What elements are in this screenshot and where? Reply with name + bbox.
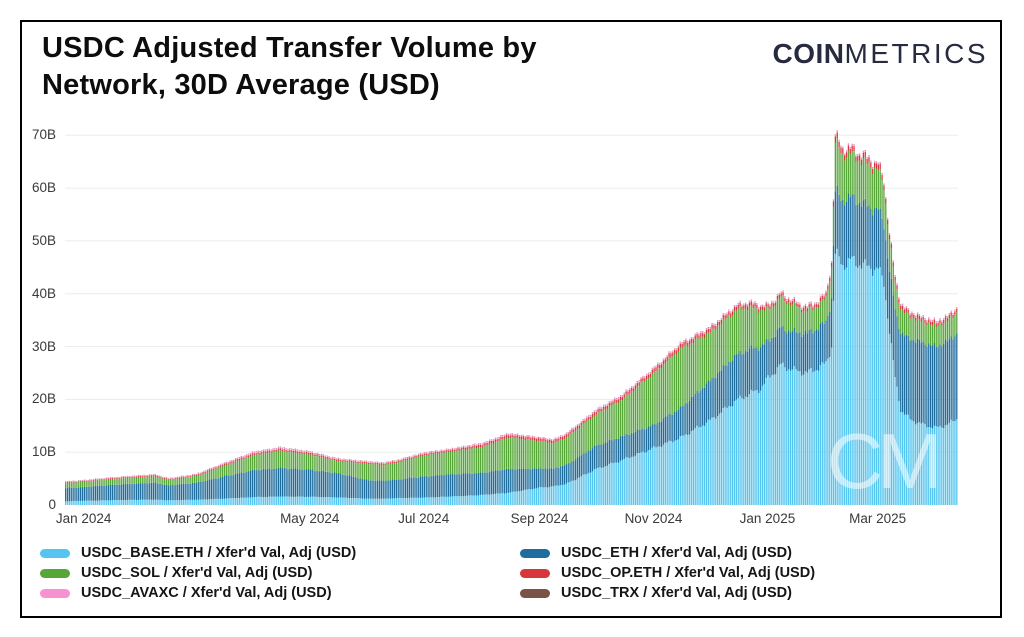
legend-label-avaxc: USDC_AVAXC / Xfer'd Val, Adj (USD): [81, 585, 332, 601]
legend-swatch-base: [40, 548, 70, 558]
legend-label-trx: USDC_TRX / Xfer'd Val, Adj (USD): [561, 585, 792, 601]
legend-item-base[interactable]: USDC_BASE.ETH / Xfer'd Val, Adj (USD): [40, 543, 356, 563]
chart-title-line2: Network, 30D Average (USD): [42, 69, 440, 101]
y-axis-label: 0: [48, 497, 56, 512]
x-axis-label: Jan 2025: [739, 511, 796, 526]
legend-column: USDC_ETH / Xfer'd Val, Adj (USD) USDC_OP.…: [520, 543, 815, 603]
coinmetrics-logo-metrics: METRICS: [844, 38, 988, 69]
x-axis-label: Mar 2025: [849, 511, 907, 526]
y-axis-label: 50B: [31, 232, 56, 248]
legend-item-avaxc[interactable]: USDC_AVAXC / Xfer'd Val, Adj (USD): [40, 583, 356, 603]
y-axis-label: 20B: [31, 391, 56, 407]
y-axis-label: 30B: [31, 338, 56, 354]
legend-swatch-trx: [520, 588, 550, 598]
legend-swatch-op: [520, 568, 550, 578]
legend-label-op: USDC_OP.ETH / Xfer'd Val, Adj (USD): [561, 565, 816, 581]
chart-title-line1: USDC Adjusted Transfer Volume by: [42, 32, 537, 64]
legend-label-sol: USDC_SOL / Xfer'd Val, Adj (USD): [81, 565, 313, 581]
legend-item-sol[interactable]: USDC_SOL / Xfer'd Val, Adj (USD): [40, 563, 356, 583]
chart-frame-border: [20, 20, 1002, 618]
x-axis-label: Jul 2024: [398, 511, 450, 526]
legend-label-eth: USDC_ETH / Xfer'd Val, Adj (USD): [561, 545, 792, 561]
x-axis-label: Jan 2024: [55, 511, 112, 526]
y-axis-label: 60B: [31, 180, 56, 196]
legend-swatch-avaxc: [40, 588, 70, 598]
legend-label-base: USDC_BASE.ETH / Xfer'd Val, Adj (USD): [81, 545, 357, 561]
x-axis-label: Sep 2024: [510, 511, 569, 526]
x-axis-label: Mar 2024: [167, 511, 225, 526]
legend-swatch-sol: [40, 568, 70, 578]
y-axis-label: 70B: [31, 127, 56, 143]
stacked-bar-plot-area[interactable]: CM: [65, 130, 958, 505]
legend-column: USDC_BASE.ETH / Xfer'd Val, Adj (USD) USD…: [40, 543, 356, 603]
coinmetrics-logo: COINMETRICS: [773, 38, 989, 70]
y-axis-label: 10B: [31, 444, 56, 460]
series-bars-sol: [65, 137, 958, 489]
x-axis-label: Nov 2024: [624, 511, 683, 526]
coinmetrics-logo-coin: COIN: [772, 38, 845, 69]
x-axis-label: May 2024: [280, 511, 340, 526]
legend-swatch-eth: [520, 548, 550, 558]
chart-title: USDC Adjusted Transfer Volume by Network…: [42, 30, 662, 104]
series-bars-base: [65, 248, 958, 505]
series-bars-eth: [65, 185, 958, 502]
cm-watermark: CM: [827, 417, 936, 505]
y-axis-label: 40B: [31, 285, 56, 301]
legend-item-trx[interactable]: USDC_TRX / Xfer'd Val, Adj (USD): [520, 583, 815, 603]
legend-item-eth[interactable]: USDC_ETH / Xfer'd Val, Adj (USD): [520, 543, 815, 563]
legend-item-op[interactable]: USDC_OP.ETH / Xfer'd Val, Adj (USD): [520, 563, 815, 583]
